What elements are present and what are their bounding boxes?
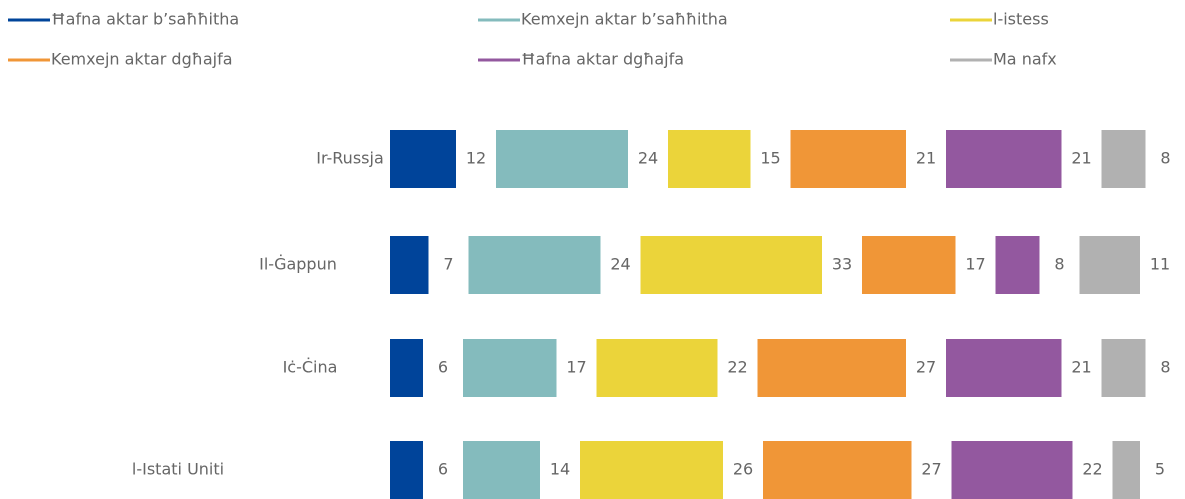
- value-label: 15: [760, 149, 780, 168]
- value-label: 21: [916, 149, 936, 168]
- bar-segment: [463, 339, 557, 397]
- value-label: 17: [965, 255, 985, 274]
- value-label: 22: [727, 358, 747, 377]
- value-label: 24: [638, 149, 658, 168]
- bar-segment: [946, 130, 1062, 188]
- category-label: Il-Ġappun: [259, 255, 337, 274]
- value-label: 26: [733, 460, 753, 479]
- bar-segment: [763, 441, 912, 499]
- bar-segment: [790, 130, 906, 188]
- value-label: 21: [1071, 358, 1091, 377]
- value-label: 12: [466, 149, 486, 168]
- value-label: 24: [610, 255, 630, 274]
- legend-label: Ħafna aktar b’saħħitha: [51, 10, 239, 29]
- bar-segment: [596, 339, 718, 397]
- value-label: 14: [550, 460, 570, 479]
- bar-segment: [757, 339, 906, 397]
- value-label: 8: [1160, 149, 1170, 168]
- bar-segment: [946, 339, 1062, 397]
- bar-segment: [951, 441, 1073, 499]
- bar-segment: [390, 441, 423, 499]
- legend-label: Kemxejn aktar b’saħħitha: [521, 10, 728, 29]
- bar-segment: [463, 441, 540, 499]
- value-label: 6: [438, 460, 448, 479]
- bar-segment: [468, 236, 601, 294]
- value-label: 5: [1155, 460, 1165, 479]
- bar-segment: [1112, 441, 1140, 499]
- legend-label: Ħafna aktar dgħajfa: [521, 50, 684, 69]
- value-label: 11: [1150, 255, 1170, 274]
- value-label: 17: [566, 358, 586, 377]
- value-label: 8: [1054, 255, 1064, 274]
- category-label: Ir-Russja: [316, 149, 384, 168]
- category-label: l-Istati Uniti: [132, 460, 224, 479]
- value-label: 6: [438, 358, 448, 377]
- bar-segment: [390, 236, 429, 294]
- bar-segment: [1101, 339, 1146, 397]
- value-label: 33: [832, 255, 852, 274]
- value-label: 7: [443, 255, 453, 274]
- value-label: 8: [1160, 358, 1170, 377]
- bar-segment: [496, 130, 628, 188]
- bar-segment: [640, 236, 822, 294]
- category-label: Iċ-Ċina: [283, 358, 338, 377]
- bar-segment: [390, 339, 423, 397]
- value-label: 27: [916, 358, 936, 377]
- value-label: 27: [921, 460, 941, 479]
- bar-segment: [1079, 236, 1140, 294]
- bar-segment: [580, 441, 723, 499]
- legend-label: Kemxejn aktar dgħajfa: [51, 50, 233, 69]
- legend-label: l-istess: [993, 10, 1049, 29]
- bar-segment: [390, 130, 456, 188]
- value-label: 21: [1071, 149, 1091, 168]
- legend-label: Ma nafx: [993, 50, 1057, 69]
- bar-segment: [862, 236, 956, 294]
- bar-segment: [668, 130, 751, 188]
- value-label: 22: [1082, 460, 1102, 479]
- bar-segment: [1101, 130, 1146, 188]
- bar-segment: [995, 236, 1040, 294]
